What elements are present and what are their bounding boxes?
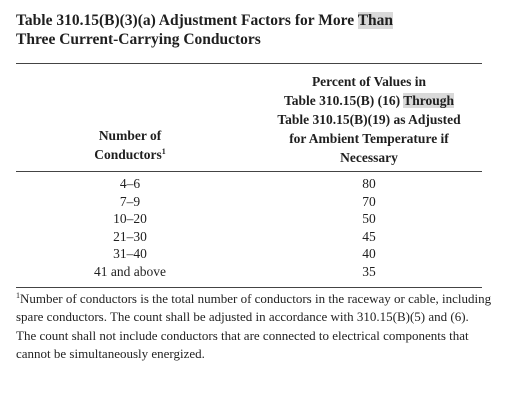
footnote: 1Number of conductors is the total numbe… xyxy=(16,290,492,364)
header-right-line2: Table 310.15(B) (16) xyxy=(283,93,404,108)
cell-conductors: 21–30 xyxy=(113,228,147,244)
cell-conductors: 41 and above xyxy=(94,263,166,279)
table-row: 7–9 70 xyxy=(16,193,482,211)
footnote-marker: 1 xyxy=(16,291,20,300)
header-left-line2: Conductors xyxy=(94,147,162,162)
header-number-of-conductors: Number of Conductors1 xyxy=(50,126,210,164)
bottom-rule xyxy=(16,287,482,288)
footnote-ref-marker: 1 xyxy=(161,147,166,156)
table-row: 41 and above 35 xyxy=(16,263,482,281)
cell-conductors: 31–40 xyxy=(113,246,147,262)
cell-conductors: 7–9 xyxy=(119,193,141,209)
table-row: 4–6 80 xyxy=(16,175,482,193)
header-right-line3: Table 310.15(B)(19) as Adjusted xyxy=(277,112,461,127)
table-body: 4–6 80 7–9 70 10–20 50 21–30 45 31–40 40… xyxy=(16,175,482,281)
header-left-line1: Number of xyxy=(98,128,162,143)
cell-percent: 80 xyxy=(362,176,376,191)
table-row: 21–30 45 xyxy=(16,228,482,246)
header-highlighted-word: Through xyxy=(403,93,455,108)
title-highlighted-word: Than xyxy=(357,12,394,29)
cell-percent: 35 xyxy=(362,263,376,279)
table-title-line2: Three Current-Carrying Conductors xyxy=(16,31,261,48)
header-right-line4: for Ambient Temperature if xyxy=(289,131,449,146)
cell-percent: 40 xyxy=(362,246,376,262)
header-percent-of-values: Percent of Values in Table 310.15(B) (16… xyxy=(244,72,494,167)
header-right-line5: Necessary xyxy=(340,150,398,165)
table-title-text: Table 310.15(B)(3)(a) Adjustment Factors… xyxy=(16,12,358,29)
cell-percent: 70 xyxy=(362,193,376,209)
table-title: Table 310.15(B)(3)(a) Adjustment Factors… xyxy=(16,11,486,49)
table-row: 31–40 40 xyxy=(16,245,482,263)
top-rule xyxy=(16,63,482,64)
table-row: 10–20 50 xyxy=(16,210,482,228)
footnote-text: Number of conductors is the total number… xyxy=(16,291,492,362)
cell-conductors: 4–6 xyxy=(119,176,141,191)
cell-percent: 45 xyxy=(362,228,376,244)
header-right-line1: Percent of Values in xyxy=(311,74,427,89)
cell-conductors: 10–20 xyxy=(113,211,147,227)
cell-percent: 50 xyxy=(362,211,376,227)
header-rule xyxy=(16,171,482,172)
